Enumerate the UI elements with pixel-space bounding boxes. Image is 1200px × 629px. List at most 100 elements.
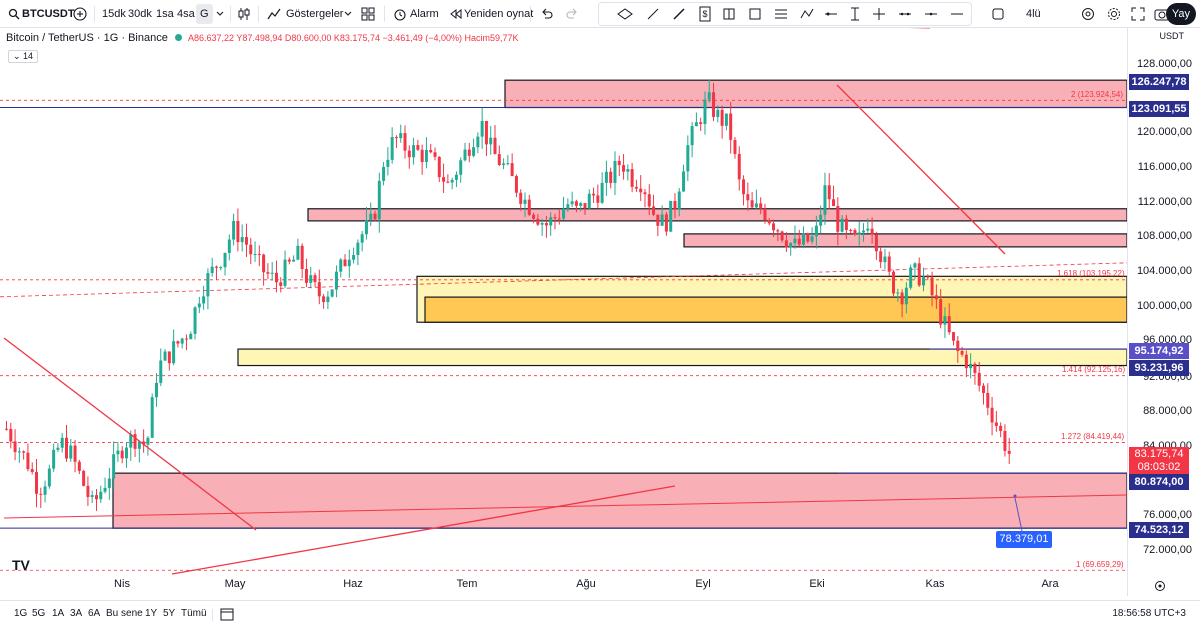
pattern-icon[interactable] <box>797 4 817 24</box>
alarm-clock-icon[interactable] <box>390 4 410 24</box>
candle-body <box>146 437 150 445</box>
price-tick: 120.000,00 <box>1136 126 1192 138</box>
trend-line-icon[interactable] <box>643 4 663 24</box>
search-icon[interactable] <box>4 4 24 24</box>
candle-body <box>519 192 523 204</box>
candle-body <box>814 225 818 237</box>
candle-body <box>759 203 763 209</box>
candle-body <box>870 228 874 235</box>
range-5d[interactable]: 5G <box>32 608 46 619</box>
zone-top-resistance <box>504 79 1127 109</box>
candle-body <box>176 341 180 344</box>
candle-body <box>30 469 34 473</box>
fib-label-1618: 1.618 (103.195,22) <box>1057 269 1125 278</box>
layout-square-icon[interactable] <box>988 4 1008 24</box>
candle-body <box>64 437 68 459</box>
indicators-icon[interactable] <box>264 4 284 24</box>
horizontal-line-icon[interactable] <box>895 4 915 24</box>
undo-icon[interactable] <box>537 4 557 24</box>
candle-body <box>99 491 103 500</box>
candle-body <box>450 179 454 183</box>
candle-body <box>232 220 236 240</box>
date-range-calendar-icon[interactable] <box>220 607 234 624</box>
legend-title[interactable]: Bitcoin / TetherUS · 1G · Binance <box>6 32 168 44</box>
chevron-down-icon[interactable] <box>210 4 230 24</box>
candle-body <box>699 122 703 124</box>
indicators-button[interactable]: Göstergeler <box>286 8 344 20</box>
candle-body <box>394 137 398 139</box>
layouts-grid-icon[interactable] <box>358 4 378 24</box>
time-axis[interactable]: Nis May Haz Tem Ağu Eyl Eki Kas Ara <box>0 572 1127 596</box>
measure-icon[interactable] <box>719 4 739 24</box>
vertical-line-icon[interactable] <box>845 4 865 24</box>
descending-trendline-right <box>836 84 1006 255</box>
tradingview-logo[interactable]: TV <box>12 557 30 573</box>
replay-button[interactable]: Yeniden oynat <box>464 8 534 20</box>
candle-body <box>712 92 716 117</box>
candle-body <box>609 171 613 184</box>
brush-icon[interactable] <box>669 4 689 24</box>
price-tick: 116.000,00 <box>1137 161 1192 173</box>
indicators-collapse-button[interactable]: ⌄ 14 <box>8 50 39 63</box>
interval-30m[interactable]: 30dk <box>128 8 152 20</box>
time-tick: Tem <box>456 578 478 590</box>
range-5y[interactable]: 5Y <box>163 608 176 619</box>
range-1y[interactable]: 1Y <box>145 608 158 619</box>
cross-line-icon[interactable] <box>869 4 889 24</box>
candle-body <box>163 351 167 361</box>
candle-body <box>433 152 437 157</box>
diamond-shape-icon[interactable] <box>615 4 635 24</box>
range-ytd[interactable]: Bu sene <box>106 608 143 619</box>
price-range-icon[interactable]: $ <box>695 4 715 24</box>
candle-body <box>424 149 428 163</box>
interval-4h[interactable]: 4sa <box>177 8 195 20</box>
candle-body <box>142 441 146 445</box>
interval-1h[interactable]: 1sa <box>156 8 174 20</box>
rectangle-icon[interactable] <box>745 4 765 24</box>
price-chart[interactable] <box>0 28 1127 596</box>
candle-body <box>94 495 98 500</box>
interval-15m[interactable]: 15dk <box>102 8 126 20</box>
more-tools-icon[interactable] <box>947 4 967 24</box>
settings-gear-icon[interactable] <box>1104 4 1124 24</box>
candle-body <box>677 191 681 210</box>
time-axis-settings-icon[interactable] <box>1154 580 1166 595</box>
range-1d[interactable]: 1G <box>14 608 28 619</box>
fullscreen-icon[interactable] <box>1128 4 1148 24</box>
fib-label-2: 2 (123.924,54) <box>1071 90 1124 99</box>
candle-body <box>793 238 797 244</box>
interval-1d[interactable]: G <box>196 4 213 24</box>
extended-line-icon[interactable] <box>921 4 941 24</box>
range-1m[interactable]: 1A <box>52 608 65 619</box>
candle-body <box>73 445 77 462</box>
candle-body <box>77 461 81 471</box>
clock-timezone[interactable]: 18:56:58 UTC+3 <box>1112 608 1186 619</box>
candle-body <box>767 220 771 224</box>
symbol-search-button[interactable]: BTCUSDT <box>22 8 75 20</box>
currency-label[interactable]: USDT <box>1159 31 1185 41</box>
market-status-icon <box>174 34 182 41</box>
price-label-resistance: 123.091,55 <box>1129 101 1189 117</box>
range-3m[interactable]: 3A <box>70 608 83 619</box>
chevron-down-icon[interactable] <box>338 4 358 24</box>
candle-body <box>536 218 540 225</box>
candle-body <box>180 338 184 344</box>
fib-label-1414: 1.414 (92.125,16) <box>1062 365 1126 374</box>
layout-selector[interactable]: 4lü <box>1026 8 1041 20</box>
candle-body <box>120 450 124 459</box>
alert-button[interactable]: Alarm <box>410 8 439 20</box>
range-all[interactable]: Tümü <box>181 608 207 619</box>
zones-layer <box>112 79 1127 529</box>
candles-icon[interactable] <box>234 4 254 24</box>
candle-body <box>352 254 356 260</box>
add-symbol-icon[interactable] <box>70 4 90 24</box>
redo-icon[interactable] <box>562 4 582 24</box>
horizontal-ray-icon[interactable] <box>821 4 841 24</box>
range-6m[interactable]: 6A <box>88 608 101 619</box>
quick-search-icon[interactable] <box>1078 4 1098 24</box>
drawing-toolbar: $ <box>598 2 972 26</box>
share-button[interactable]: Yay <box>1165 3 1196 25</box>
fib-retracement-icon[interactable] <box>771 4 791 24</box>
price-axis[interactable]: USDT 128.000,00 120.000,00 116.000,00 11… <box>1127 28 1200 596</box>
replay-icon[interactable] <box>446 4 466 24</box>
